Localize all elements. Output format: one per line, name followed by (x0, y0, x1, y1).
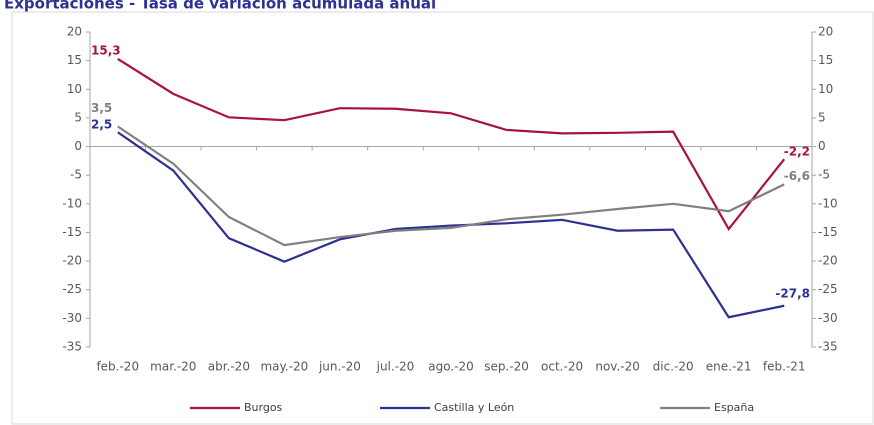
chart-frame (11, 11, 874, 425)
chart-title: Exportaciones - Tasa de variación acumul… (4, 0, 436, 13)
data-label: -6,6 (784, 169, 810, 183)
x-tick-label: dic.-20 (653, 360, 694, 374)
y-tick-label: 5 (74, 110, 82, 124)
y2-tick-label: 15 (818, 53, 833, 67)
x-tick-label: oct.-20 (541, 360, 583, 374)
y-tick-label: -25 (62, 282, 82, 296)
y-tick-label: 20 (67, 25, 82, 39)
x-tick-label: jun.-20 (318, 360, 361, 374)
data-label: 3,5 (91, 101, 112, 115)
line-series (117, 131, 785, 319)
x-tick-label: mar.-20 (150, 360, 196, 374)
data-label: -27,8 (775, 286, 810, 300)
y2-tick-label: -25 (818, 282, 838, 296)
x-tick-label: ene.-21 (706, 360, 752, 374)
legend-label: España (714, 401, 754, 414)
y2-tick-label: -15 (818, 225, 838, 239)
y2-tick-label: -5 (818, 168, 830, 182)
y2-tick-label: -35 (818, 340, 838, 354)
y-tick-label: -10 (62, 196, 82, 210)
y-tick-label: -20 (62, 254, 82, 268)
y-tick-label: -35 (62, 340, 82, 354)
y2-tick-label: -30 (818, 311, 838, 325)
y2-tick-label: 5 (818, 110, 826, 124)
y-tick-label: 0 (74, 139, 82, 153)
y-tick-label: 10 (67, 82, 82, 96)
x-tick-label: may.-20 (260, 360, 308, 374)
x-tick-label: jul.-20 (376, 360, 415, 374)
line-series (117, 125, 785, 247)
x-tick-label: abr.-20 (208, 360, 250, 374)
data-label: 2,5 (91, 118, 112, 132)
y2-tick-label: 10 (818, 82, 833, 96)
data-label: -2,2 (784, 145, 810, 159)
y-tick-label: -5 (70, 168, 82, 182)
legend-label: Castilla y León (434, 401, 514, 414)
x-tick-label: nov.-20 (595, 360, 640, 374)
y-tick-label: 15 (67, 53, 82, 67)
x-tick-label: ago.-20 (428, 360, 474, 374)
x-tick-label: feb.-21 (763, 360, 806, 374)
y-tick-label: -30 (62, 311, 82, 325)
line-series (117, 57, 786, 231)
y2-tick-label: -20 (818, 254, 838, 268)
y2-tick-label: 20 (818, 25, 833, 39)
legend-label: Burgos (244, 401, 283, 414)
y-tick-label: -15 (62, 225, 82, 239)
y2-tick-label: 0 (818, 139, 826, 153)
data-label: 15,3 (91, 43, 121, 57)
x-tick-label: feb.-20 (96, 360, 139, 374)
y2-tick-label: -10 (818, 196, 838, 210)
x-tick-label: sep.-20 (484, 360, 529, 374)
